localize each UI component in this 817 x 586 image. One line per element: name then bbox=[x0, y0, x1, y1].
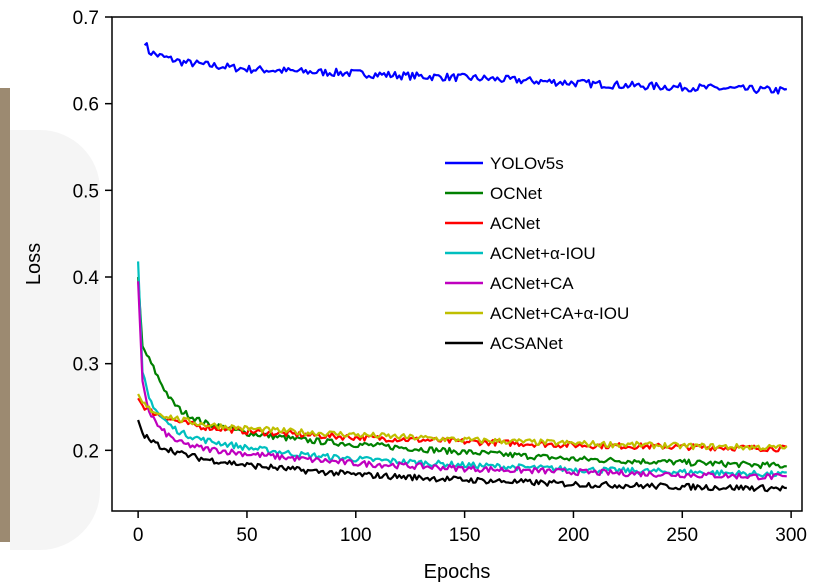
series-line-acnet-iou bbox=[137, 261, 787, 478]
series-line-acsanet bbox=[137, 419, 787, 493]
x-tick-label: 300 bbox=[775, 525, 807, 546]
legend: YOLOv5s OCNet ACNet ACNet+α-IOU ACNet+CA ACNe… bbox=[445, 154, 629, 353]
legend-label: ACSANet bbox=[490, 334, 563, 353]
x-tick-label: 0 bbox=[133, 525, 144, 546]
y-tick-label: 0.7 bbox=[73, 8, 99, 29]
left-margin-strip bbox=[0, 88, 10, 542]
x-tick-label: 250 bbox=[666, 525, 698, 546]
y-axis-title: Loss bbox=[23, 243, 45, 285]
legend-label: ACNet+CA bbox=[490, 274, 574, 293]
legend-label: YOLOv5s bbox=[490, 154, 564, 173]
series-line-yolov5s bbox=[143, 42, 788, 95]
y-tick-label: 0.2 bbox=[73, 441, 99, 462]
y-tick-label: 0.4 bbox=[73, 268, 100, 289]
series-line-acnet-ca-iou bbox=[137, 393, 788, 451]
series-line-acnet-ca bbox=[137, 281, 787, 481]
x-tick-label: 150 bbox=[449, 525, 481, 546]
plot-frame bbox=[111, 16, 803, 512]
legend-label: ACNet+α-IOU bbox=[490, 244, 596, 263]
y-tick-label: 0.5 bbox=[73, 181, 99, 202]
plot-area: 0 50 100 150 200 250 300 0.2 0.3 0.4 0.5 0.6 0.7 bbox=[73, 8, 807, 546]
ticks-layer: 0 50 100 150 200 250 300 0.2 0.3 0.4 0.5 0.6 0.7 bbox=[73, 8, 807, 546]
legend-label: OCNet bbox=[490, 184, 542, 203]
x-tick-label: 200 bbox=[558, 525, 590, 546]
legend-label: ACNet bbox=[490, 214, 540, 233]
watermark-shape bbox=[10, 130, 100, 550]
y-tick-label: 0.6 bbox=[73, 95, 99, 116]
legend-label: ACNet+CA+α-IOU bbox=[490, 304, 629, 323]
x-tick-label: 100 bbox=[340, 525, 372, 546]
x-axis-title: Epochs bbox=[424, 561, 491, 583]
series-layer bbox=[137, 42, 788, 493]
y-tick-label: 0.3 bbox=[73, 355, 99, 376]
x-tick-label: 50 bbox=[236, 525, 257, 546]
